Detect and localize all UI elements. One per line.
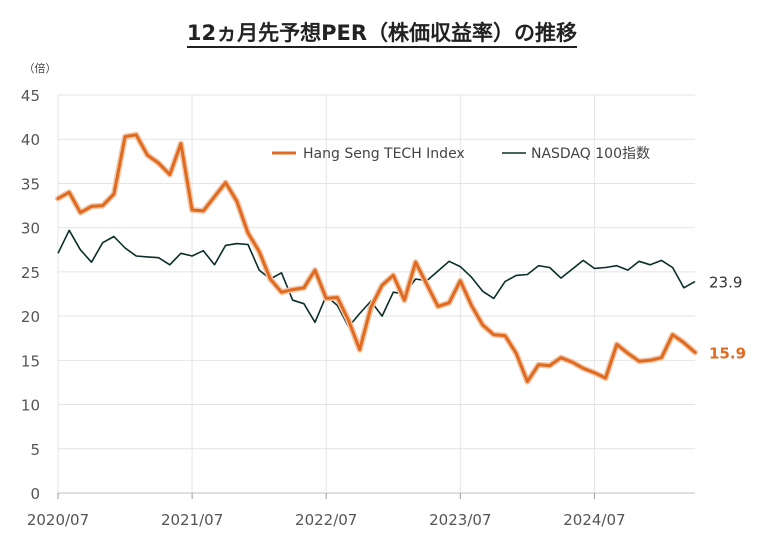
x-tick-label: 2022/07 bbox=[295, 511, 357, 529]
x-axis-ticks: 2020/07 2021/07 2022/07 2023/07 2024/07 bbox=[27, 493, 626, 529]
grid-lines bbox=[57, 94, 695, 494]
y-tick-label: 45 bbox=[21, 87, 40, 105]
series-hang-seng-tech bbox=[55, 131, 698, 385]
y-tick-label: 0 bbox=[30, 485, 40, 503]
y-tick-label: 15 bbox=[21, 352, 40, 370]
x-tick-label: 2021/07 bbox=[161, 511, 223, 529]
y-tick-label: 25 bbox=[21, 264, 40, 282]
end-labels: 23.9 15.9 bbox=[709, 274, 746, 363]
y-unit-label: （倍） bbox=[24, 61, 57, 75]
chart-title-text: 12ヵ月先予想PER（株価収益率）の推移 bbox=[186, 21, 578, 48]
end-value-label: 15.9 bbox=[709, 344, 746, 362]
x-tick-label: 2023/07 bbox=[429, 511, 491, 529]
series-line bbox=[57, 229, 696, 328]
y-tick-label: 20 bbox=[21, 308, 40, 326]
series-nasdaq-100 bbox=[57, 229, 696, 328]
y-tick-label: 10 bbox=[21, 397, 40, 415]
legend-label: NASDAQ 100指数 bbox=[531, 146, 650, 162]
y-tick-label: 40 bbox=[21, 131, 40, 149]
series-line bbox=[56, 133, 697, 384]
y-tick-label: 5 bbox=[30, 441, 40, 459]
series-layer bbox=[55, 131, 698, 385]
x-tick-label: 2020/07 bbox=[27, 511, 89, 529]
legend: Hang Seng TECH Index NASDAQ 100指数 bbox=[272, 146, 650, 162]
y-tick-label: 35 bbox=[21, 175, 40, 193]
y-tick-label: 30 bbox=[21, 220, 40, 238]
end-value-label: 23.9 bbox=[709, 274, 742, 292]
x-tick-label: 2024/07 bbox=[563, 511, 625, 529]
series-line-glow bbox=[55, 131, 698, 385]
y-axis-ticks: 0 5 10 15 20 25 30 35 40 45 bbox=[21, 87, 40, 503]
legend-label: Hang Seng TECH Index bbox=[303, 146, 465, 162]
chart-title: 12ヵ月先予想PER（株価収益率）の推移 bbox=[0, 17, 764, 48]
